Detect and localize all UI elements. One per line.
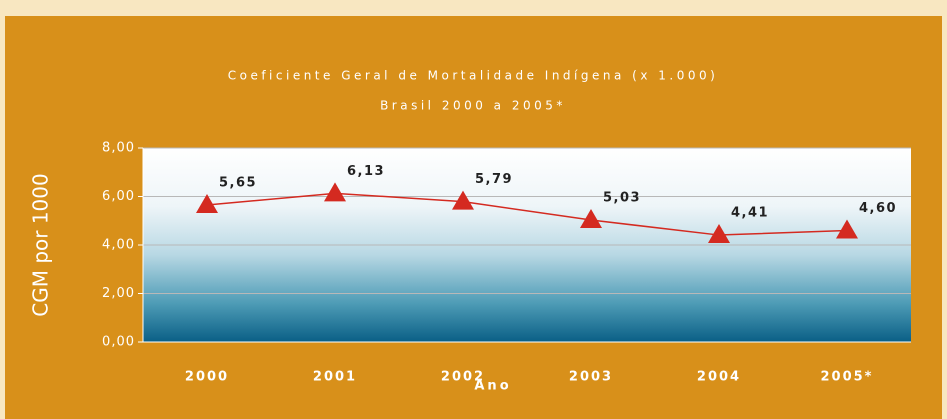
chart-title: Coeficiente Geral de Mortalidade Indígen… (228, 69, 719, 83)
y-tick-label: 2,00 (102, 286, 135, 301)
x-tick-label: 2001 (313, 370, 357, 385)
x-tick-label: 2002 (441, 370, 485, 385)
data-label: 5,79 (475, 172, 513, 187)
marker (708, 224, 730, 244)
x-axis-label: Ano (474, 379, 511, 394)
y-axis-label: CGM por 1000 (29, 173, 53, 317)
series-line (206, 192, 848, 236)
data-label: 5,03 (603, 191, 641, 206)
y-tick-label: 6,00 (102, 189, 135, 204)
x-tick-label: 2000 (185, 370, 229, 385)
data-label: 5,65 (219, 175, 257, 190)
x-tick-label: 2003 (569, 370, 613, 385)
marker (580, 209, 602, 229)
data-label: 4,41 (731, 206, 769, 221)
data-label: 4,60 (859, 201, 897, 216)
chart-subtitle: Brasil 2000 a 2005* (380, 99, 566, 113)
marker (452, 190, 474, 210)
marker (324, 182, 346, 202)
data-label: 6,13 (347, 164, 385, 179)
y-tick-label: 8,00 (102, 141, 135, 156)
y-tick-label: 0,00 (102, 335, 135, 350)
marker (196, 193, 218, 213)
y-tick-label: 4,00 (102, 238, 135, 253)
x-tick-label: 2005* (821, 370, 874, 385)
x-tick-label: 2004 (697, 370, 741, 385)
marker (836, 219, 858, 239)
